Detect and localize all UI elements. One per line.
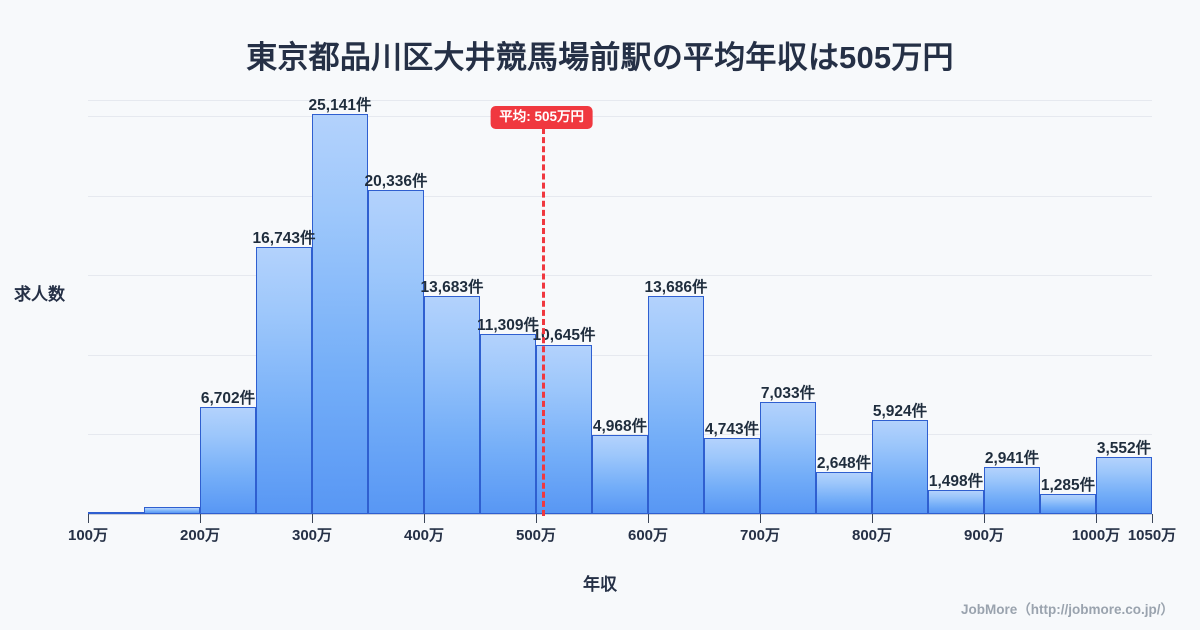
bar[interactable] [424,296,480,514]
x-axis-tick-label: 900万 [963,527,1005,544]
bar[interactable] [88,512,144,514]
x-axis-tick [200,514,201,523]
x-axis-tick-label: 1050万 [1127,527,1177,544]
x-axis-tick [88,514,89,523]
bar-value-label: 1,498件 [928,473,984,491]
plot-area [88,100,1152,514]
bar[interactable] [816,471,872,514]
bar-value-label: 5,924件 [872,402,928,420]
x-axis-tick-label: 300万 [291,527,333,544]
bar[interactable] [312,113,368,514]
bar-value-label: 6,702件 [200,390,256,408]
bar-value-label: 16,743件 [252,230,316,248]
x-axis-tick-label: 1000万 [1071,527,1121,544]
bar[interactable] [592,434,648,514]
bar-value-label: 7,033件 [760,385,816,402]
x-axis-tick-label: 500万 [515,527,557,544]
x-axis-tick-label: 400万 [403,527,445,544]
bar-value-label: 10,645件 [532,327,596,345]
bar[interactable] [536,344,592,514]
bar[interactable] [144,507,200,514]
x-axis-tick [1096,514,1097,523]
x-axis-tick-label: 100万 [67,527,109,544]
bar-value-label: 2,941件 [984,450,1040,468]
gridline [88,115,1152,117]
bar-value-label: 4,743件 [704,421,760,439]
x-axis-tick-label: 600万 [627,527,669,544]
x-axis-tick-label: 200万 [179,527,221,544]
x-axis-tick-label: 700万 [739,527,781,544]
bar[interactable] [368,190,424,514]
bar[interactable] [760,402,816,514]
x-axis-tick [872,514,873,523]
gridline [88,434,1152,436]
x-axis-tick [760,514,761,523]
x-axis-tick [984,514,985,523]
average-vline [541,128,545,516]
bar[interactable] [200,407,256,514]
bar-value-label: 4,968件 [592,417,648,435]
average-badge: 平均: 505万円 [490,106,593,129]
x-axis-tick-label: 800万 [851,527,893,544]
gridline-top [88,100,1152,101]
bar[interactable] [256,247,312,514]
bar[interactable] [1040,493,1096,514]
x-axis-tick [312,514,313,523]
bar[interactable] [480,333,536,514]
x-axis-tick [1152,514,1153,523]
bar-value-label: 20,336件 [364,173,428,191]
bar-value-label: 13,683件 [420,279,484,297]
bar-value-label: 25,141件 [308,96,372,114]
bar[interactable] [648,296,704,514]
bar[interactable] [704,438,760,514]
bar-value-label: 11,309件 [476,316,540,334]
gridline [88,354,1152,356]
x-axis-title: 年収 [583,575,617,594]
x-axis-tick [536,514,537,523]
watermark: JobMore（http://jobmore.co.jp/） [961,602,1174,617]
bars-layer [88,100,1152,514]
x-axis-tick [424,514,425,523]
x-axis-tick [648,514,649,523]
gridline [88,195,1152,197]
bar-value-label: 13,686件 [644,279,708,297]
bar-value-label: 2,648件 [816,454,872,472]
page-title: 東京都品川区大井競馬場前駅の平均年収は505万円 [246,40,954,75]
x-axis-line [88,514,1152,515]
bar[interactable] [1096,457,1152,514]
bar[interactable] [984,467,1040,514]
bar-value-label: 3,552件 [1096,440,1152,458]
bar[interactable] [928,490,984,514]
bar[interactable] [872,419,928,514]
y-axis-title: 求人数 [14,285,65,304]
gridline [88,275,1152,277]
bar-value-label: 1,285件 [1040,476,1096,494]
